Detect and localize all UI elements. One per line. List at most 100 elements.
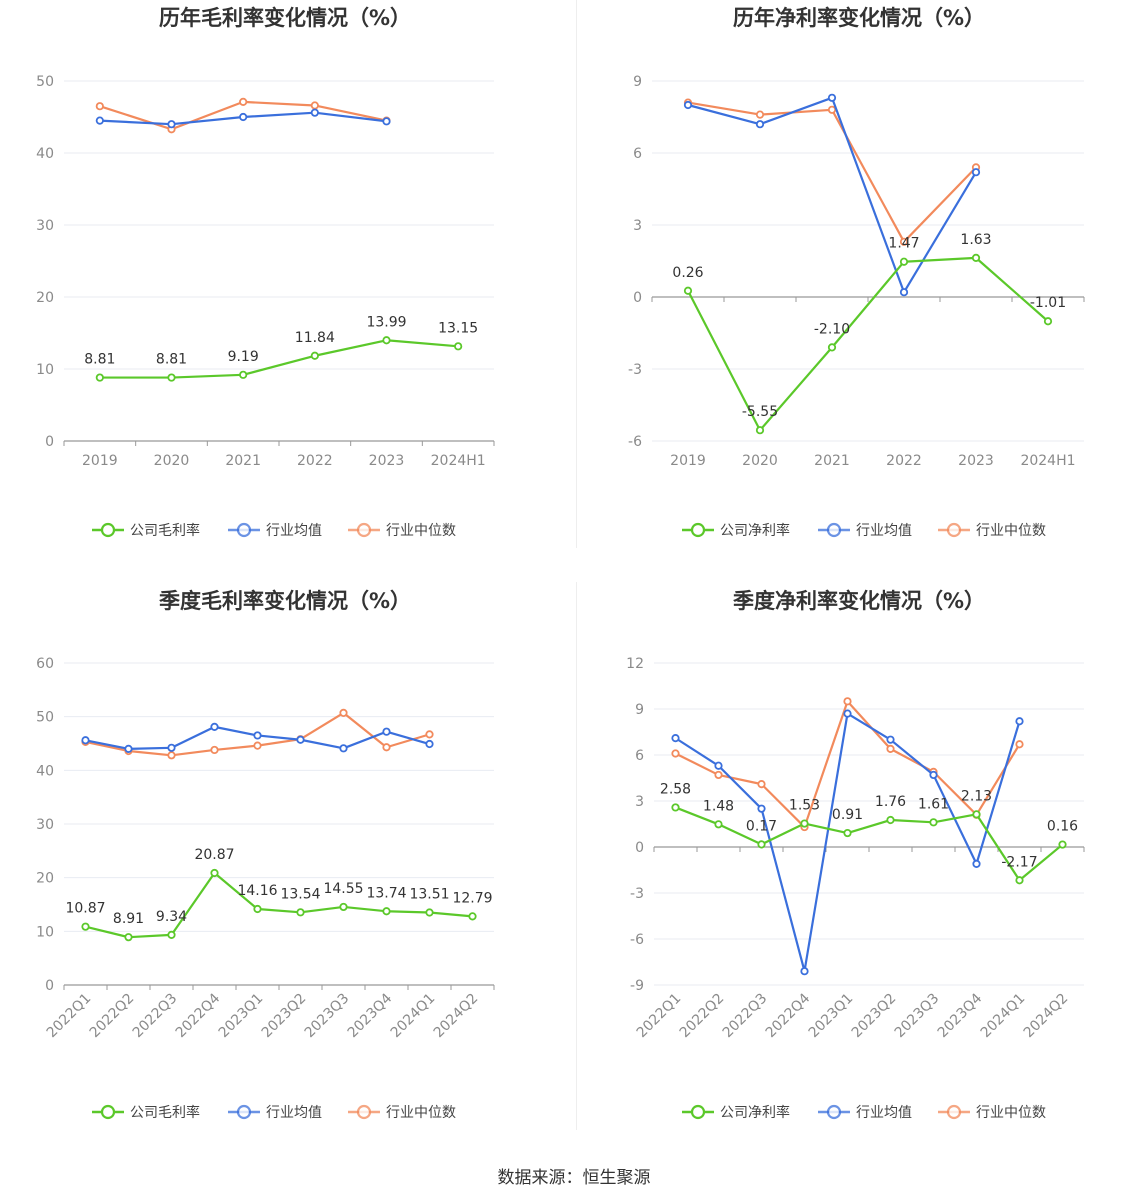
legend-item-median[interactable]: 行业中位数 bbox=[938, 522, 1046, 539]
legend-item-median[interactable]: 行业中位数 bbox=[348, 1104, 456, 1121]
legend-item-avg[interactable]: 行业均值 bbox=[818, 1104, 912, 1121]
data-point-company bbox=[1058, 840, 1067, 849]
data-label: 8.81 bbox=[84, 352, 115, 368]
annual-net-svg: 历年净利率变化情况（%） -6 -3 0 3 6 9 2019 2020 2021 2022 2023… bbox=[628, 6, 1085, 539]
x-tick-label: 2022 bbox=[297, 453, 333, 469]
legend-item-median[interactable]: 行业中位数 bbox=[348, 522, 456, 539]
x-tick-label: 2021 bbox=[225, 453, 261, 469]
data-point-company bbox=[382, 336, 391, 345]
quarterly-net-margin-chart: 季度净利率变化情况（%） -9 -6 -3 0 3 6 9 12 2022Q1 2022Q2 2022… bbox=[578, 580, 1148, 1160]
data-point-company bbox=[382, 907, 391, 916]
x-tick-label: 2022Q4 bbox=[173, 990, 224, 1041]
x-tick-label: 2022Q1 bbox=[634, 991, 685, 1042]
data-label: 0.26 bbox=[672, 265, 703, 281]
y-tick-label: 6 bbox=[633, 146, 642, 162]
data-point-avg bbox=[827, 93, 837, 102]
x-tick-label: 2022Q1 bbox=[44, 991, 95, 1042]
data-point-median bbox=[843, 697, 852, 706]
data-label: -1.01 bbox=[1030, 295, 1066, 311]
data-point-avg bbox=[972, 859, 981, 868]
legend-item-company[interactable]: 公司毛利率 bbox=[92, 1104, 200, 1121]
y-tick-label: 12 bbox=[626, 656, 644, 672]
series-line-company bbox=[687, 256, 1049, 432]
legend-marker bbox=[236, 1104, 252, 1120]
legend-item-median[interactable]: 行业中位数 bbox=[938, 1104, 1046, 1121]
data-point-avg bbox=[1015, 717, 1024, 726]
data-point-avg bbox=[253, 731, 262, 740]
legend-item-company[interactable]: 公司净利率 bbox=[682, 1104, 790, 1121]
data-point-avg bbox=[800, 967, 809, 976]
series-line-avg bbox=[674, 712, 1021, 973]
y-tick-label: -3 bbox=[630, 886, 644, 902]
legend-item-avg[interactable]: 行业均值 bbox=[818, 522, 912, 539]
chart-title: 历年毛利率变化情况（%） bbox=[159, 6, 411, 30]
data-label: 1.63 bbox=[960, 232, 991, 248]
data-point-median bbox=[95, 102, 104, 111]
y-tick-label: -6 bbox=[628, 434, 642, 450]
data-label: 10.87 bbox=[65, 901, 105, 917]
y-tick-label: 40 bbox=[36, 763, 54, 779]
legend-label: 公司毛利率 bbox=[130, 1104, 200, 1121]
legend-marker bbox=[946, 522, 962, 538]
y-tick-label: 20 bbox=[36, 871, 54, 887]
legend-marker bbox=[690, 522, 706, 538]
data-point-company bbox=[972, 810, 981, 819]
data-point-company bbox=[253, 904, 262, 914]
legend-item-avg[interactable]: 行业均值 bbox=[228, 522, 322, 539]
series-line-company bbox=[85, 871, 473, 939]
x-tick-label: 2024Q2 bbox=[431, 991, 482, 1042]
x-tick-label: 2019 bbox=[82, 453, 118, 469]
chart-title: 季度净利率变化情况（%） bbox=[733, 589, 985, 613]
data-label: 1.61 bbox=[918, 796, 949, 812]
data-label: 20.87 bbox=[194, 847, 234, 863]
x-tick-label: 2022Q2 bbox=[87, 991, 138, 1042]
legend-item-company[interactable]: 公司毛利率 bbox=[92, 522, 200, 539]
legend-item-avg[interactable]: 行业均值 bbox=[228, 1104, 322, 1121]
data-label: 0.17 bbox=[746, 818, 777, 834]
data-point-median bbox=[671, 749, 680, 758]
data-point-company bbox=[468, 912, 477, 921]
x-tick-label: 2020 bbox=[742, 453, 778, 469]
legend-marker bbox=[690, 1104, 706, 1120]
legend-marker bbox=[356, 522, 372, 538]
data-point-avg bbox=[886, 735, 895, 744]
data-point-avg bbox=[339, 744, 348, 753]
series-line-avg bbox=[687, 96, 977, 294]
data-point-avg bbox=[124, 744, 133, 753]
chart-title: 历年净利率变化情况（%） bbox=[733, 6, 985, 30]
data-point-avg bbox=[167, 120, 176, 129]
legend-marker bbox=[356, 1104, 372, 1120]
legend-marker bbox=[826, 522, 842, 538]
data-point-company bbox=[899, 257, 909, 266]
annual-gross-margin-chart: 历年毛利率变化情况（%） 0 10 20 30 40 50 2019 2020 2021 2022 2… bbox=[0, 0, 578, 580]
x-tick-label: 2023Q4 bbox=[345, 990, 396, 1041]
x-tick-label: 2022Q3 bbox=[130, 991, 181, 1042]
legend-marker bbox=[100, 1104, 116, 1120]
data-point-company bbox=[1015, 876, 1024, 885]
legend-label: 行业均值 bbox=[266, 523, 322, 539]
data-label: 1.53 bbox=[789, 798, 820, 814]
x-tick-label: 2023Q1 bbox=[806, 991, 857, 1042]
data-point-median bbox=[425, 730, 434, 739]
data-label: 8.81 bbox=[156, 352, 187, 368]
legend-label: 行业均值 bbox=[856, 523, 912, 539]
legend-item-company[interactable]: 公司净利率 bbox=[682, 522, 790, 539]
y-tick-label: -6 bbox=[630, 932, 644, 948]
series-line-company bbox=[675, 806, 1064, 882]
data-point-company bbox=[339, 902, 348, 912]
data-label: 11.84 bbox=[295, 330, 335, 346]
y-tick-label: 10 bbox=[36, 924, 54, 940]
x-tick-label: 2023Q3 bbox=[892, 991, 943, 1042]
data-point-company bbox=[167, 373, 176, 382]
data-point-median bbox=[714, 770, 723, 780]
data-point-company bbox=[210, 868, 219, 878]
data-point-company bbox=[929, 818, 938, 827]
y-tick-label: 3 bbox=[633, 218, 642, 234]
data-point-avg bbox=[167, 743, 176, 752]
x-tick-label: 2024H1 bbox=[431, 453, 486, 469]
data-point-avg bbox=[755, 120, 765, 129]
y-tick-label: 30 bbox=[36, 817, 54, 833]
data-label: 2.13 bbox=[961, 788, 992, 804]
legend-label: 行业中位数 bbox=[976, 1105, 1046, 1121]
data-point-avg bbox=[714, 761, 723, 770]
